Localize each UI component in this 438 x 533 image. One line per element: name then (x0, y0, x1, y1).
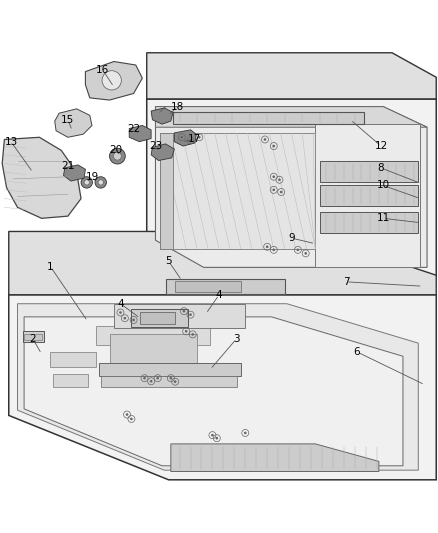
Text: 1: 1 (47, 262, 54, 271)
Polygon shape (24, 334, 42, 340)
Circle shape (98, 180, 103, 185)
Circle shape (272, 145, 275, 147)
Circle shape (211, 434, 214, 437)
Polygon shape (151, 144, 174, 160)
Circle shape (180, 136, 183, 139)
Text: 16: 16 (96, 65, 110, 75)
Text: 9: 9 (288, 233, 295, 243)
Circle shape (191, 333, 194, 336)
Polygon shape (315, 124, 420, 266)
Circle shape (185, 330, 187, 333)
Polygon shape (151, 108, 173, 124)
Circle shape (124, 317, 126, 319)
Polygon shape (9, 295, 436, 480)
Circle shape (150, 380, 152, 383)
Text: 15: 15 (61, 115, 74, 125)
Circle shape (198, 136, 201, 139)
Polygon shape (55, 109, 92, 138)
Text: 13: 13 (4, 136, 18, 147)
Polygon shape (320, 212, 418, 233)
Text: 18: 18 (171, 102, 184, 111)
Polygon shape (147, 53, 436, 99)
Circle shape (215, 437, 218, 440)
Polygon shape (101, 376, 237, 387)
Text: 20: 20 (110, 146, 123, 156)
Polygon shape (174, 130, 196, 146)
Text: 2: 2 (29, 334, 36, 344)
Polygon shape (2, 138, 81, 219)
Polygon shape (147, 99, 436, 276)
Circle shape (244, 432, 247, 434)
Circle shape (84, 180, 89, 185)
Polygon shape (155, 107, 427, 127)
Circle shape (110, 148, 125, 164)
Circle shape (113, 152, 121, 160)
Text: 22: 22 (127, 124, 140, 134)
Circle shape (119, 311, 122, 314)
Text: 6: 6 (353, 347, 360, 357)
Polygon shape (23, 332, 44, 342)
Circle shape (189, 139, 192, 142)
Circle shape (272, 175, 275, 178)
Circle shape (183, 310, 185, 312)
Polygon shape (155, 107, 427, 268)
Text: 21: 21 (61, 161, 74, 171)
Circle shape (278, 179, 281, 181)
Circle shape (81, 177, 92, 188)
Circle shape (126, 413, 128, 416)
Circle shape (264, 138, 266, 141)
Text: 8: 8 (378, 163, 385, 173)
Polygon shape (175, 280, 241, 292)
Polygon shape (99, 363, 241, 376)
Circle shape (143, 377, 146, 379)
Circle shape (102, 71, 121, 90)
Polygon shape (50, 352, 96, 367)
Circle shape (130, 418, 133, 420)
Circle shape (304, 252, 307, 255)
Polygon shape (85, 61, 142, 100)
Polygon shape (320, 185, 418, 206)
Polygon shape (110, 334, 197, 363)
Polygon shape (129, 125, 151, 142)
Circle shape (95, 177, 106, 188)
Polygon shape (18, 304, 418, 470)
Circle shape (156, 377, 159, 379)
Circle shape (272, 189, 275, 191)
Text: 23: 23 (149, 141, 162, 151)
Polygon shape (9, 231, 436, 295)
Polygon shape (24, 317, 403, 466)
Text: 4: 4 (117, 298, 124, 309)
Circle shape (174, 381, 177, 383)
Text: 11: 11 (377, 213, 390, 223)
Polygon shape (140, 312, 175, 324)
Text: 19: 19 (85, 172, 99, 182)
Text: 10: 10 (377, 181, 390, 190)
Circle shape (272, 248, 275, 251)
Polygon shape (171, 444, 379, 472)
Text: 5: 5 (165, 256, 172, 266)
Circle shape (280, 191, 283, 193)
Circle shape (266, 246, 268, 248)
Polygon shape (166, 279, 285, 294)
Polygon shape (320, 161, 418, 182)
Circle shape (170, 377, 172, 379)
Circle shape (297, 248, 299, 251)
Polygon shape (96, 326, 210, 345)
Polygon shape (131, 310, 188, 327)
Text: 4: 4 (215, 290, 223, 300)
Text: 3: 3 (233, 334, 240, 344)
Polygon shape (160, 133, 315, 249)
Polygon shape (173, 112, 364, 124)
Circle shape (132, 319, 135, 321)
Text: 7: 7 (343, 277, 350, 287)
Polygon shape (160, 133, 173, 249)
Polygon shape (64, 165, 85, 181)
Text: 12: 12 (374, 141, 388, 151)
Polygon shape (114, 304, 245, 328)
Polygon shape (53, 374, 88, 387)
Circle shape (189, 313, 192, 316)
Text: 17: 17 (188, 134, 201, 144)
